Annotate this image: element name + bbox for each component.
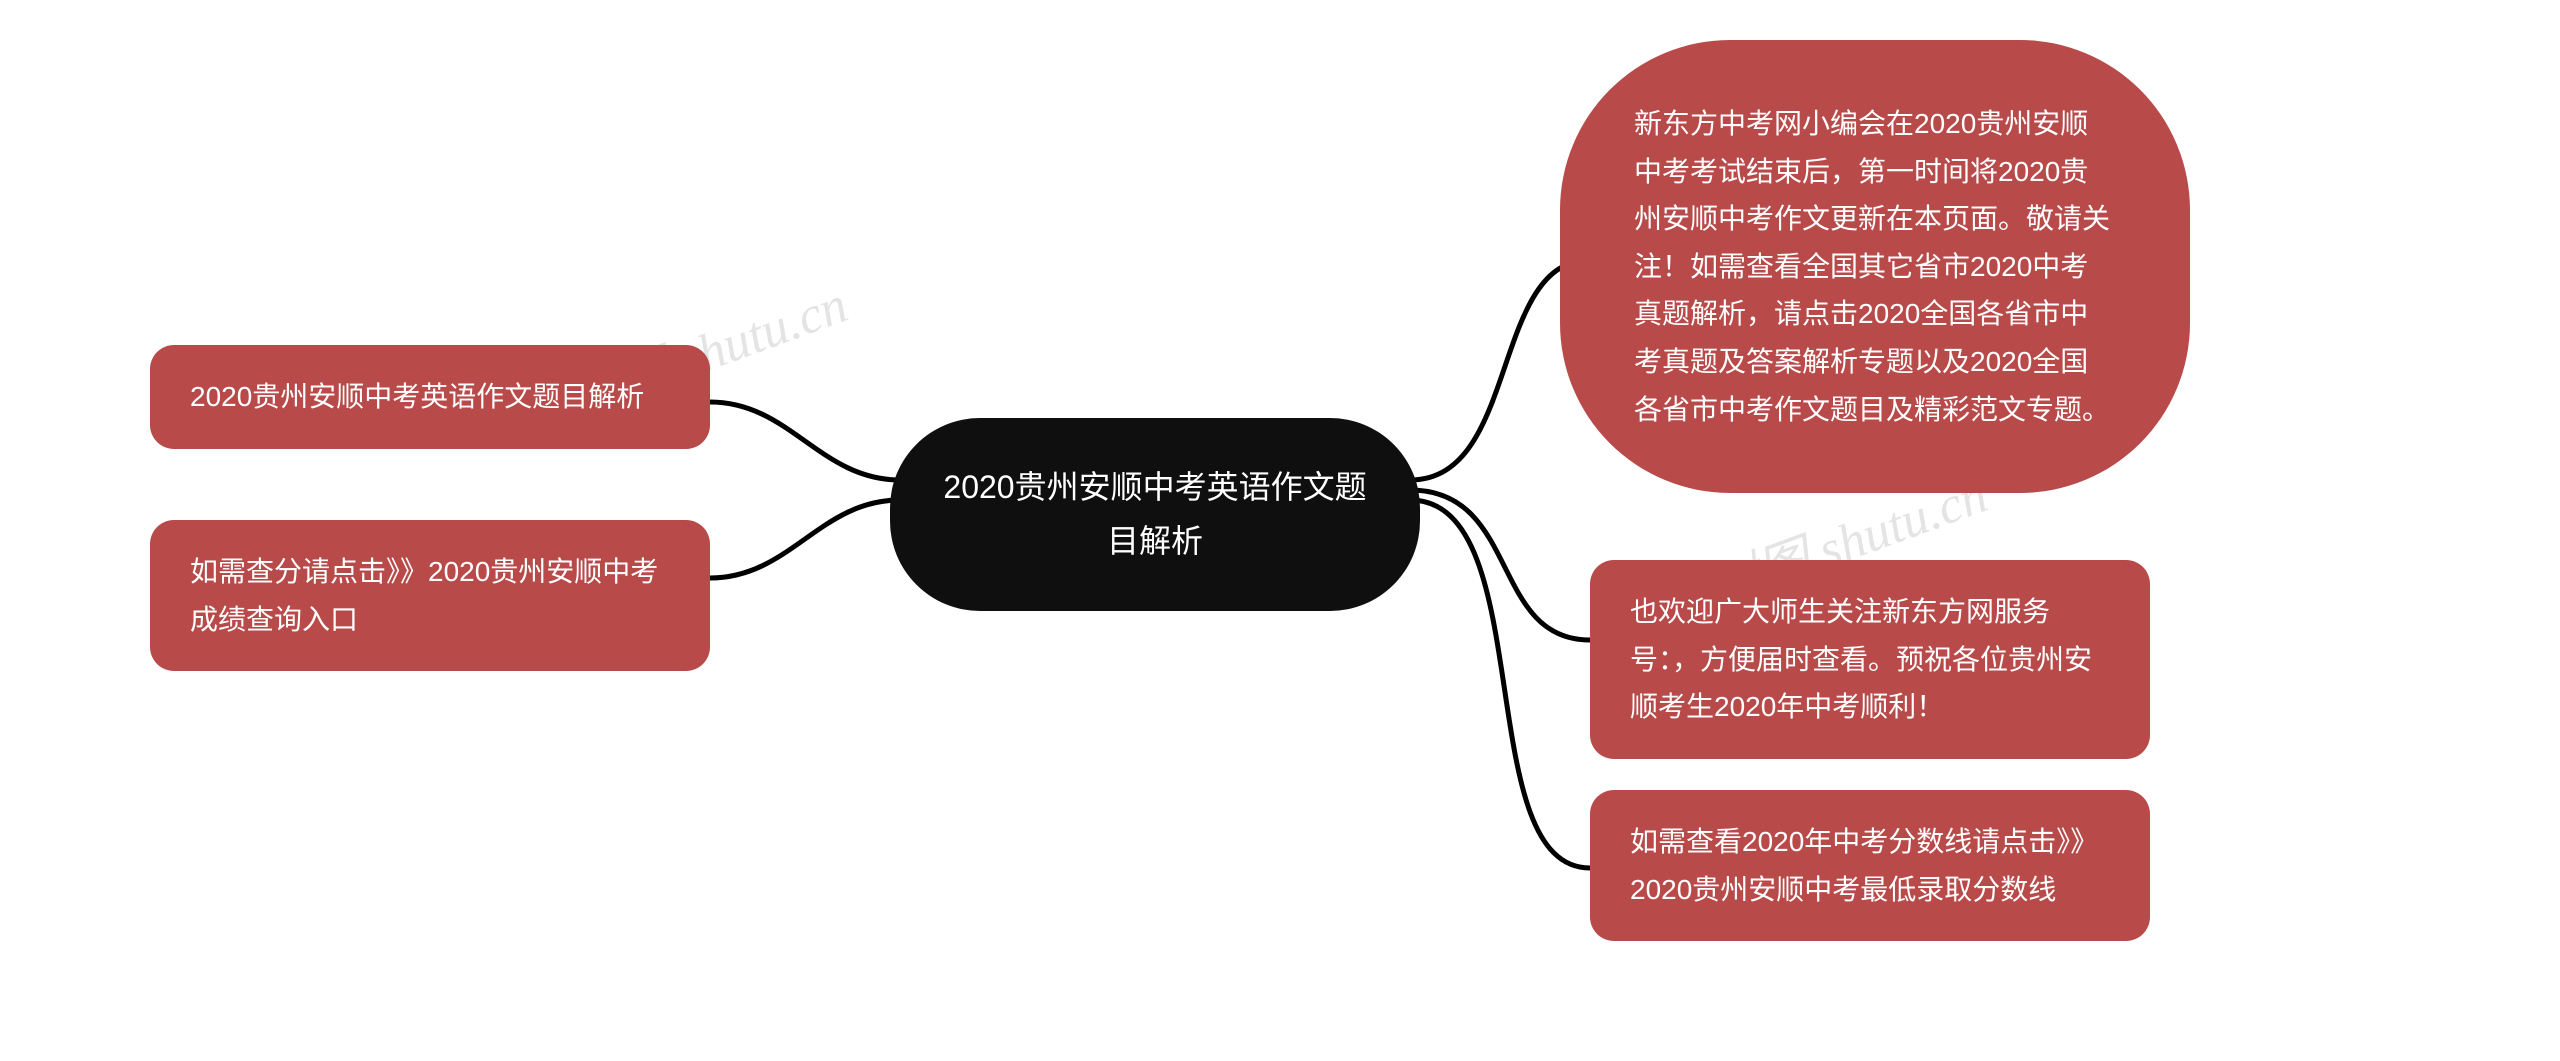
branch-node-left2: 如需查分请点击》》2020贵州安顺中考成绩查询入口 bbox=[150, 520, 710, 671]
connector-edge-0 bbox=[710, 402, 900, 480]
branch-node-right1: 新东方中考网小编会在2020贵州安顺中考考试结束后，第一时间将2020贵州安顺中… bbox=[1560, 40, 2190, 493]
branch-node-right2: 也欢迎广大师生关注新东方网服务号：，方便届时查看。预祝各位贵州安顺考生2020年… bbox=[1590, 560, 2150, 759]
connector-edge-4 bbox=[1410, 500, 1590, 868]
connector-edge-1 bbox=[710, 500, 900, 578]
connector-edge-3 bbox=[1410, 490, 1590, 640]
center-node: 2020贵州安顺中考英语作文题目解析 bbox=[890, 418, 1420, 611]
branch-node-left1: 2020贵州安顺中考英语作文题目解析 bbox=[150, 345, 710, 449]
branch-node-right3: 如需查看2020年中考分数线请点击》》2020贵州安顺中考最低录取分数线 bbox=[1590, 790, 2150, 941]
